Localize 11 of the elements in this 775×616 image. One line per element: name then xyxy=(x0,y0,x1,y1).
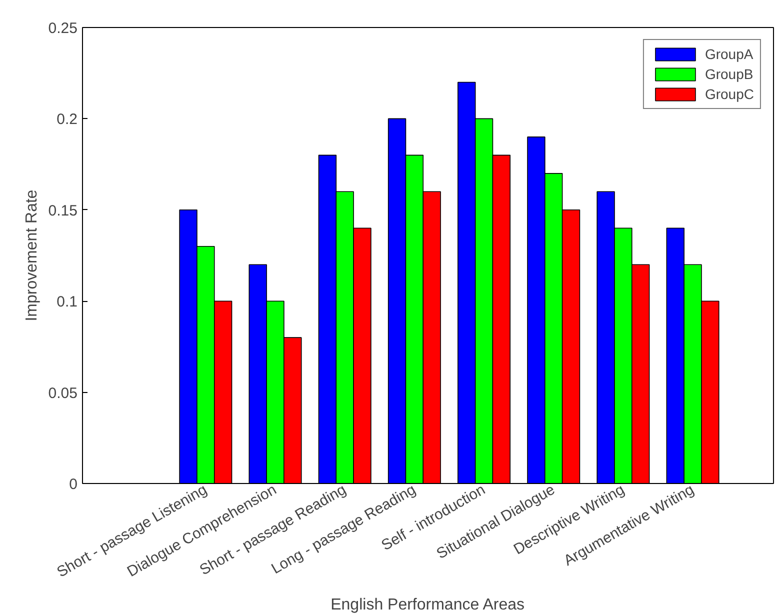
y-axis-title: Improvement Rate xyxy=(23,190,40,322)
y-tick-label: 0.2 xyxy=(56,111,78,128)
legend-label: GroupC xyxy=(704,86,754,102)
y-tick-label: 0.1 xyxy=(56,294,78,311)
y-tick-label: 0.25 xyxy=(48,20,78,37)
x-axis-title: English Performance Areas xyxy=(330,596,524,614)
y-tick-label: 0.05 xyxy=(48,384,78,402)
legend-label: GroupA xyxy=(704,46,754,62)
y-tick-label: 0.15 xyxy=(48,202,78,220)
y-tick-label: 0 xyxy=(69,476,78,493)
legend-label: GroupB xyxy=(704,66,754,82)
